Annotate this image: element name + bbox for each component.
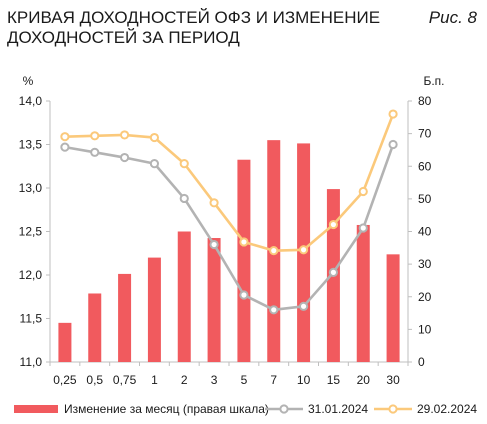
bar — [177, 231, 191, 362]
legend-series1-label: 31.01.2024 — [308, 402, 368, 416]
right-axis-tick-label: 0 — [418, 355, 425, 369]
x-axis-tick-label: 0,75 — [113, 373, 137, 387]
left-axis-tick-label: 13,0 — [19, 181, 43, 195]
right-axis-tick-label: 70 — [418, 127, 432, 141]
bar — [88, 293, 102, 362]
series-point — [298, 301, 309, 311]
legend-series2-label: 29.02.2024 — [417, 402, 477, 416]
legend-bars-label: Изменение за месяц (правая шкала) — [64, 402, 269, 416]
series-point — [119, 152, 130, 163]
x-axis-tick-label: 7 — [270, 373, 277, 387]
x-axis-tick-label: 3 — [211, 373, 218, 387]
series-point — [90, 131, 100, 141]
right-axis-tick-label: 60 — [418, 159, 432, 173]
left-axis-tick-label: 12,5 — [19, 225, 43, 239]
left-axis-tick-label: 14,0 — [19, 94, 43, 108]
left-axis-unit: % — [23, 74, 34, 88]
x-axis-tick-label: 5 — [241, 373, 248, 387]
legend-series1-marker — [279, 404, 289, 414]
series-point — [239, 290, 249, 300]
x-axis-tick-label: 30 — [386, 373, 400, 387]
series-point — [179, 193, 189, 204]
chart-title: КРИВАЯ ДОХОДНОСТЕЙ ОФЗ И ИЗМЕНЕНИЕ ДОХОД… — [7, 8, 407, 48]
series-point — [209, 239, 219, 250]
right-axis-unit: Б.п. — [423, 74, 444, 88]
series-point — [269, 305, 279, 315]
x-axis-tick-label: 15 — [327, 373, 341, 387]
series-point — [209, 198, 219, 208]
right-axis-tick-label: 80 — [418, 94, 432, 108]
chart-title-line2: ДОХОДНОСТЕЙ ЗА ПЕРИОД — [7, 28, 240, 47]
right-axis-tick-label: 50 — [418, 192, 432, 206]
x-axis-tick-label: 10 — [297, 373, 311, 387]
series-point — [388, 109, 398, 119]
series-point — [328, 219, 339, 230]
bar — [118, 273, 132, 362]
series-point — [60, 132, 70, 142]
series-point — [239, 237, 249, 247]
right-axis-tick-label: 40 — [418, 225, 432, 239]
bar — [356, 224, 370, 362]
bar — [237, 159, 251, 362]
series-line — [64, 113, 395, 252]
x-axis-tick-label: 1 — [151, 373, 158, 387]
legend-series2-marker — [388, 404, 398, 414]
series-point — [269, 246, 279, 256]
series-point — [90, 147, 100, 157]
left-axis-tick-label: 11,0 — [20, 355, 43, 369]
x-axis-tick-label: 2 — [181, 373, 188, 387]
right-axis-tick-label: 10 — [418, 322, 432, 336]
series-point — [179, 159, 189, 169]
series-point — [119, 130, 130, 140]
left-axis-tick-label: 12,0 — [19, 268, 43, 282]
right-axis-tick-label: 30 — [418, 257, 432, 271]
bar — [386, 254, 400, 362]
series-point — [388, 139, 398, 150]
series-point — [358, 186, 368, 197]
chart-title-line1: КРИВАЯ ДОХОДНОСТЕЙ ОФЗ И ИЗМЕНЕНИЕ — [7, 8, 381, 27]
left-axis-tick-label: 11,5 — [20, 312, 43, 326]
x-axis-tick-label: 0,25 — [53, 373, 77, 387]
bar — [58, 322, 72, 362]
series-line — [64, 144, 395, 312]
bar — [207, 238, 221, 362]
series-point — [298, 245, 309, 255]
series-point — [149, 132, 160, 143]
series-point — [328, 267, 339, 277]
x-axis-tick-label: 20 — [357, 373, 371, 387]
series-point — [60, 142, 70, 152]
legend-bars-swatch — [14, 405, 58, 413]
left-axis-tick-label: 13,5 — [19, 138, 43, 152]
right-axis-tick-label: 20 — [418, 290, 432, 304]
series-point — [149, 159, 160, 169]
figure-label: Рис. 8 — [428, 8, 477, 27]
x-axis-tick-label: 0,5 — [86, 373, 103, 387]
series-point — [358, 223, 368, 233]
bar — [147, 257, 161, 362]
